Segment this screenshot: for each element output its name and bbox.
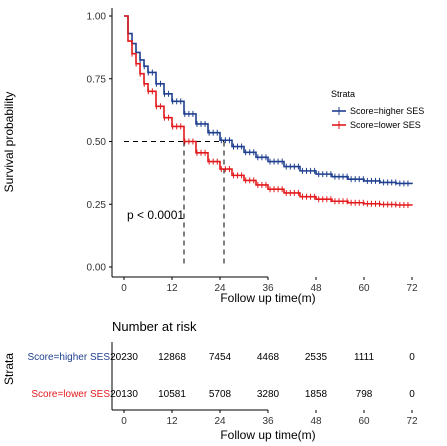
risk-x-tick-label: 72 xyxy=(406,416,418,427)
legend: Strata Score=higher SES Score=lower SES xyxy=(331,89,424,130)
risk-cell-value: 5708 xyxy=(209,389,232,400)
x-ticks: 0 12 24 36 48 60 72 xyxy=(121,277,418,294)
y-tick-label: 0.75 xyxy=(87,74,107,85)
risk-x-tick-label: 0 xyxy=(121,416,127,427)
x-tick-label: 72 xyxy=(406,283,418,294)
risk-cell-value: 798 xyxy=(356,389,373,400)
risk-x-tick-label: 36 xyxy=(262,416,274,427)
risk-row-label: Score=higher SES xyxy=(27,352,110,363)
risk-cell-value: 20230 xyxy=(110,352,138,363)
risk-row-label: Score=lower SES xyxy=(31,389,110,400)
y-tick-label: 0.25 xyxy=(87,200,107,211)
x-tick-label: 48 xyxy=(310,283,322,294)
x-axis-title: Follow up time(m) xyxy=(220,291,315,305)
risk-x-tick-label: 48 xyxy=(310,416,322,427)
risk-cell-value: 4468 xyxy=(257,352,280,363)
y-ticks: 0.00 0.25 0.50 0.75 1.00 xyxy=(87,12,112,274)
x-tick-label: 12 xyxy=(166,283,178,294)
risk-table-title: Number at risk xyxy=(112,319,197,334)
survival-curve-2 xyxy=(124,15,413,206)
risk-table: Number at risk Strata Score=higher SES 20… xyxy=(2,319,418,442)
risk-cell-value: 0 xyxy=(409,389,415,400)
risk-x-tick-label: 12 xyxy=(166,416,178,427)
risk-x-ticks: 0 12 24 36 48 60 72 xyxy=(121,410,418,427)
y-tick-label: 1.00 xyxy=(87,12,107,23)
y-tick-label: 0.00 xyxy=(87,263,107,274)
p-value-annotation: p < 0.0001 xyxy=(127,208,184,222)
x-tick-label: 36 xyxy=(262,283,274,294)
survival-curve-1 xyxy=(124,15,413,185)
risk-cell-value: 3280 xyxy=(257,389,280,400)
risk-cell-value: 2535 xyxy=(305,352,328,363)
risk-cell-value: 1111 xyxy=(354,352,374,363)
y-tick-label: 0.50 xyxy=(87,137,107,148)
risk-cell-value: 1858 xyxy=(305,389,328,400)
risk-cell-value: 10581 xyxy=(158,389,186,400)
x-tick-label: 24 xyxy=(214,283,226,294)
x-tick-label: 60 xyxy=(358,283,370,294)
risk-cell-value: 0 xyxy=(409,352,415,363)
risk-cell-value: 12868 xyxy=(158,352,186,363)
risk-cell-value: 7454 xyxy=(209,352,232,363)
risk-x-tick-label: 24 xyxy=(214,416,226,427)
legend-title: Strata xyxy=(331,89,355,99)
x-tick-label: 0 xyxy=(121,283,127,294)
y-axis-title: Survival probability xyxy=(2,92,16,193)
risk-table-ylabel: Strata xyxy=(2,353,16,385)
risk-x-tick-label: 60 xyxy=(358,416,370,427)
survival-plot: 0.00 0.25 0.50 0.75 1.00 0 12 24 36 48 60 72 p < 0… xyxy=(2,8,418,305)
risk-x-axis-title: Follow up time(m) xyxy=(220,428,315,442)
median-lines xyxy=(124,141,225,267)
survival-curves xyxy=(124,15,413,209)
risk-cell-value: 20130 xyxy=(110,389,138,400)
legend-entry-label: Score=higher SES xyxy=(350,106,424,116)
legend-entry-label: Score=lower SES xyxy=(350,120,421,130)
